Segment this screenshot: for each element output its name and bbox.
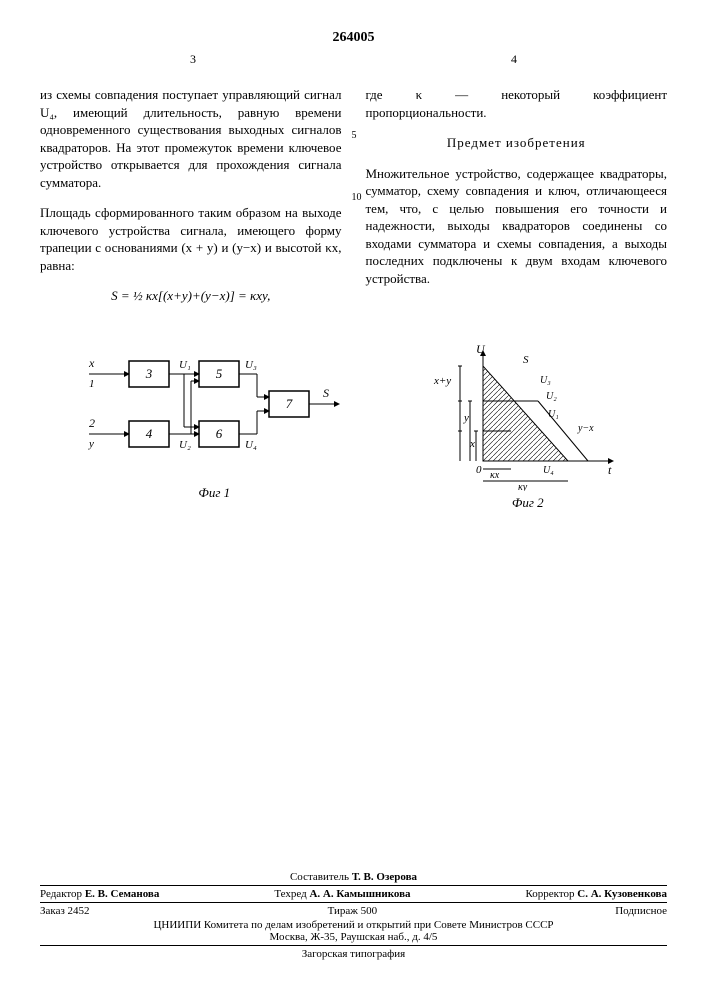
col-num-right: 4 <box>511 52 517 67</box>
fig1-y-label: y <box>88 438 94 450</box>
subject-heading: Предмет изобретения <box>366 134 668 152</box>
fig1-U3: U₃ <box>245 359 257 371</box>
fig2-O: 0 <box>476 464 482 476</box>
fig2-xpy: x+y <box>433 375 451 387</box>
fig1-node-3: 3 <box>145 366 153 381</box>
fig1-svg: x 1 2 y 3 4 5 6 7 U₁ <box>79 341 349 481</box>
fig2-label: Фиг 2 <box>428 495 628 511</box>
fig1-node-7: 7 <box>286 396 293 411</box>
fig2-x: x <box>469 438 475 450</box>
order-number: Заказ 2452 <box>40 905 90 917</box>
fig2-U-axis: U <box>476 342 486 356</box>
corrector-label: Корректор <box>526 888 575 900</box>
figure-2: U t x+y y x <box>428 341 628 511</box>
figure-1: x 1 2 y 3 4 5 6 7 U₁ <box>79 341 349 501</box>
fig1-S: S <box>323 386 329 400</box>
right-p1: где κ — некоторый коэффициент пропорцион… <box>366 86 668 121</box>
fig1-x-label: x <box>88 356 95 370</box>
corrector-name: С. А. Кузовенкова <box>577 888 667 900</box>
right-p2: Множительное устройство, содержащее квад… <box>366 165 668 288</box>
tirage: Тираж 500 <box>328 905 378 917</box>
editor-label: Редактор <box>40 888 82 900</box>
fig2-ymx: y−x <box>577 423 594 434</box>
fig2-U1: U₁ <box>548 409 559 420</box>
column-left: из схемы совпадения поступает управляющи… <box>40 73 342 311</box>
fig1-node-6: 6 <box>216 426 223 441</box>
address: Москва, Ж-35, Раушская наб., д. 4/5 <box>40 931 667 943</box>
compiler-name: Т. В. Озерова <box>352 871 417 883</box>
techred-label: Техред <box>274 888 306 900</box>
fig2-t-axis: t <box>608 463 612 477</box>
left-p1: из схемы совпадения поступает управляющи… <box>40 86 342 191</box>
formula: S = ½ κx[(x+y)+(y−x)] = κxy, <box>40 287 342 305</box>
fig2-svg: U t x+y y x <box>428 341 628 491</box>
line-marker-5: 5 <box>352 129 357 143</box>
fig2-S: S <box>523 354 529 366</box>
left-p2: Площадь сформированного таким образом на… <box>40 204 342 274</box>
subscription: Подписное <box>615 905 667 917</box>
patent-number: 264005 <box>40 30 667 46</box>
fig2-kx: κx <box>490 470 500 481</box>
printer: Загорская типография <box>40 948 667 960</box>
fig2-U4: U₄ <box>543 465 554 476</box>
col-num-left: 3 <box>190 52 196 67</box>
fig2-y: y <box>463 412 469 424</box>
fig2-U3: U₃ <box>540 375 551 386</box>
fig1-node-5: 5 <box>216 366 223 381</box>
footer: Составитель Т. В. Озерова Редактор Е. В.… <box>40 871 667 960</box>
fig1-label: Фиг 1 <box>79 485 349 501</box>
fig1-U1: U₁ <box>179 359 191 371</box>
fig2-ky: κy <box>518 482 528 491</box>
fig1-U4: U₄ <box>245 439 257 451</box>
column-right: 5 10 где κ — некоторый коэффициент пропо… <box>366 73 668 311</box>
fig2-U2: U₂ <box>546 391 557 402</box>
org: ЦНИИПИ Комитета по делам изобретений и о… <box>40 919 667 931</box>
fig1-t1-label: 1 <box>89 378 95 390</box>
compiler-label: Составитель <box>290 871 349 883</box>
techred-name: А. А. Камышникова <box>309 888 410 900</box>
line-marker-10: 10 <box>352 191 362 205</box>
fig1-node-4: 4 <box>146 426 153 441</box>
editor-name: Е. В. Семанова <box>85 888 160 900</box>
fig1-t2-label: 2 <box>89 416 95 430</box>
fig1-U2: U₂ <box>179 439 191 451</box>
